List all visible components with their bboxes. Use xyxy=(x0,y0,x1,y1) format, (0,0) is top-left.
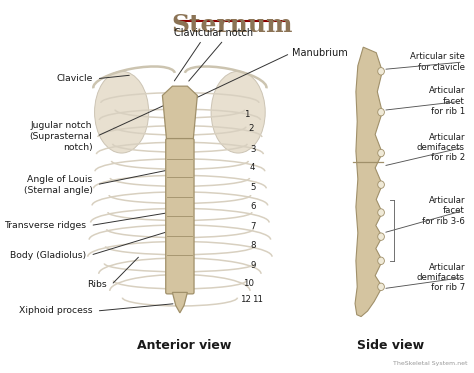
Text: Articular
facet
for rib 3-6: Articular facet for rib 3-6 xyxy=(422,196,465,226)
Ellipse shape xyxy=(378,209,384,216)
Text: Articular
facet
for rib 1: Articular facet for rib 1 xyxy=(428,86,465,116)
Text: 1: 1 xyxy=(244,110,249,119)
Text: TheSkeletal System.net: TheSkeletal System.net xyxy=(392,361,467,366)
Ellipse shape xyxy=(378,233,384,240)
Ellipse shape xyxy=(211,71,265,153)
Text: 10: 10 xyxy=(243,279,254,288)
Text: Manubrium: Manubrium xyxy=(292,48,348,58)
Ellipse shape xyxy=(378,283,384,291)
Text: Transverse ridges: Transverse ridges xyxy=(4,221,86,230)
Text: Articular site
for clavicle: Articular site for clavicle xyxy=(410,52,465,72)
Text: Clavicular notch: Clavicular notch xyxy=(173,28,253,38)
Text: 5: 5 xyxy=(250,183,255,192)
Text: Articular
demifacets
for rib 2: Articular demifacets for rib 2 xyxy=(417,132,465,162)
Text: Clavicle: Clavicle xyxy=(56,74,92,83)
Polygon shape xyxy=(355,47,383,317)
Text: 6: 6 xyxy=(250,203,255,211)
Text: Sternum: Sternum xyxy=(171,13,292,37)
Text: 2: 2 xyxy=(248,125,254,134)
Ellipse shape xyxy=(378,257,384,264)
Polygon shape xyxy=(163,86,197,140)
Text: 3: 3 xyxy=(250,145,255,154)
Ellipse shape xyxy=(378,149,384,157)
Text: Articular
demifacets
for rib 7: Articular demifacets for rib 7 xyxy=(417,263,465,292)
Ellipse shape xyxy=(94,71,149,153)
Text: Jugular notch
(Suprasternal
notch): Jugular notch (Suprasternal notch) xyxy=(30,121,92,152)
Ellipse shape xyxy=(378,68,384,75)
Polygon shape xyxy=(173,292,187,313)
Text: 11: 11 xyxy=(252,295,263,304)
Text: 8: 8 xyxy=(250,241,255,250)
Ellipse shape xyxy=(378,109,384,116)
Text: 12: 12 xyxy=(240,295,251,304)
Text: Angle of Louis
(Sternal angle): Angle of Louis (Sternal angle) xyxy=(24,175,92,195)
Text: Xiphoid process: Xiphoid process xyxy=(19,307,92,316)
Text: Side view: Side view xyxy=(356,339,424,352)
Text: 4: 4 xyxy=(250,163,255,172)
Text: 7: 7 xyxy=(250,222,255,231)
Text: 9: 9 xyxy=(250,261,255,270)
Text: Anterior view: Anterior view xyxy=(137,339,231,352)
FancyBboxPatch shape xyxy=(166,138,194,294)
Ellipse shape xyxy=(378,181,384,188)
Text: Ribs: Ribs xyxy=(87,280,107,289)
Text: Body (Gladiolus): Body (Gladiolus) xyxy=(10,251,86,260)
